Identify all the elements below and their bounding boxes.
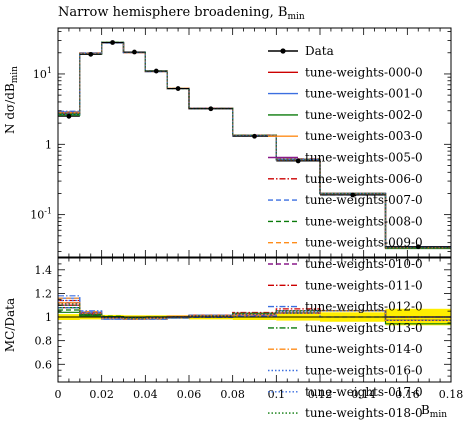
x-tick-label: 0.1 (268, 388, 286, 401)
ratio-y-axis-label: MC/Data (3, 298, 17, 352)
legend-series-label: tune-weights-002-0 (305, 108, 423, 122)
legend-data-label: Data (305, 44, 334, 58)
legend-series-label: tune-weights-000-0 (305, 65, 423, 79)
ratio-series-line (58, 303, 451, 321)
legend-series-label: tune-weights-010-0 (305, 257, 423, 271)
legend-series-label: tune-weights-011-0 (305, 278, 423, 292)
data-point (132, 49, 137, 55)
x-axis-label: Bmin (421, 403, 447, 420)
data-point (415, 244, 421, 250)
y-tick-label: 1 (45, 138, 52, 151)
data-points (58, 40, 451, 250)
legend: Data tune-weights-000-0 tune-weights-001-0… (268, 44, 423, 420)
data-point (252, 133, 257, 139)
x-tick-label: 0.02 (89, 388, 114, 401)
ratio-tick-label: 1 (45, 311, 52, 324)
ratio-series-lines (58, 295, 451, 325)
x-tick-label: 0.16 (395, 388, 420, 401)
x-tick-label: 0.04 (133, 388, 158, 401)
data-point (66, 113, 72, 119)
data-point (295, 158, 301, 164)
legend-series-label: tune-weights-016-0 (305, 364, 423, 378)
axis-ticks: 0 0.02 0.04 0.06 0.08 0.1 0.12 0.14 0.16 0.18 10-1… (30, 28, 463, 401)
data-point (350, 192, 356, 198)
legend-series-label: tune-weights-018-0 (305, 406, 423, 420)
data-point (208, 106, 214, 112)
series-line (58, 42, 451, 249)
legend-data-marker (280, 48, 286, 54)
x-tick-label: 0.14 (351, 388, 376, 401)
legend-series-label: tune-weights-012-0 (305, 300, 423, 314)
data-point (88, 51, 94, 57)
y-tick-label: 10-1 (30, 207, 52, 222)
legend-series-label: tune-weights-007-0 (305, 193, 423, 207)
ratio-tick-label: 0.8 (35, 335, 53, 348)
data-point (110, 40, 115, 45)
data-point (175, 86, 181, 91)
legend-series-label: tune-weights-013-0 (305, 321, 423, 335)
chart-title: Narrow hemisphere broadening, Bmin (58, 5, 305, 22)
ratio-tick-label: 1.4 (35, 264, 53, 277)
y-axis-label: N dσ/dBmin (3, 66, 20, 134)
x-tick-label: 0.12 (308, 388, 333, 401)
x-tick-label: 0.06 (177, 388, 202, 401)
legend-series-label: tune-weights-001-0 (305, 87, 423, 101)
legend-series-label: tune-weights-008-0 (305, 214, 423, 228)
legend-series-label: tune-weights-006-0 (305, 172, 423, 186)
mc-series-lines (58, 41, 451, 250)
x-tick-label: 0.18 (439, 388, 464, 401)
y-tick-label: 101 (33, 66, 52, 81)
legend-series-label: tune-weights-009-0 (305, 236, 423, 250)
legend-series-label: tune-weights-017-0 (305, 385, 423, 399)
legend-series-label: tune-weights-005-0 (305, 151, 423, 165)
legend-series-label: tune-weights-003-0 (305, 129, 423, 143)
legend-series-label: tune-weights-014-0 (305, 342, 423, 356)
data-point (153, 68, 159, 74)
ratio-tick-label: 0.6 (35, 358, 53, 371)
x-tick-label: 0 (55, 388, 62, 401)
ratio-tick-label: 1.2 (35, 287, 53, 300)
x-tick-label: 0.08 (220, 388, 245, 401)
